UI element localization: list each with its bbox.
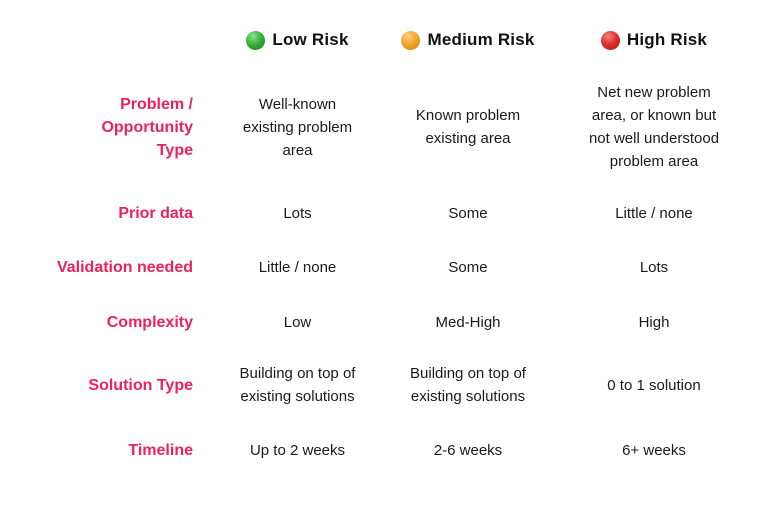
cell-solution-type-medium: Building on top of existing solutions [410, 365, 526, 405]
cell-prior-data-low: Lots [283, 204, 312, 222]
column-header-label: Medium Risk [427, 30, 535, 49]
column-header-label: Low Risk [272, 30, 349, 49]
cell-problem-type-high: Net new problem area, or known but not w… [588, 84, 720, 170]
cell-problem-type-low: Well-known existing problem area [242, 95, 353, 159]
cell-validation-medium: Some [448, 258, 488, 276]
cell-validation-high: Lots [639, 258, 669, 276]
row-label-complexity: Complexity [106, 313, 193, 331]
cell-timeline-high: 6+ weeks [622, 441, 686, 459]
row-label-timeline: Timeline [128, 441, 193, 459]
cell-solution-type-high: 0 to 1 solution [607, 376, 701, 394]
cell-prior-data-high: Little / none [615, 204, 693, 222]
cell-prior-data-medium: Some [448, 204, 488, 222]
row-label-problem-opportunity-type: Problem / Opportunity Type [101, 95, 193, 159]
column-header-medium-risk: Medium Risk [388, 30, 548, 50]
table-grid: Low Risk Medium Risk High Risk Problem /… [56, 30, 760, 459]
cell-problem-type-medium: Known problem existing area [415, 107, 521, 147]
row-label-validation-needed: Validation needed [56, 258, 193, 276]
row-label-prior-data: Prior data [118, 204, 193, 222]
cell-validation-low: Little / none [258, 258, 337, 276]
cell-timeline-low: Up to 2 weeks [249, 441, 346, 459]
green-circle-icon [246, 30, 266, 50]
cell-timeline-medium: 2-6 weeks [433, 441, 503, 459]
cell-complexity-medium: Med-High [435, 313, 501, 331]
cell-solution-type-low: Building on top of existing solutions [239, 365, 356, 405]
row-label-solution-type: Solution Type [88, 376, 193, 394]
cell-complexity-low: Low [283, 313, 312, 331]
orange-circle-icon [401, 30, 421, 50]
cell-complexity-high: High [638, 313, 670, 331]
red-circle-icon [600, 30, 620, 50]
column-header-high-risk: High Risk [548, 30, 760, 50]
column-header-label: High Risk [626, 30, 708, 49]
column-header-low-risk: Low Risk [207, 30, 388, 50]
